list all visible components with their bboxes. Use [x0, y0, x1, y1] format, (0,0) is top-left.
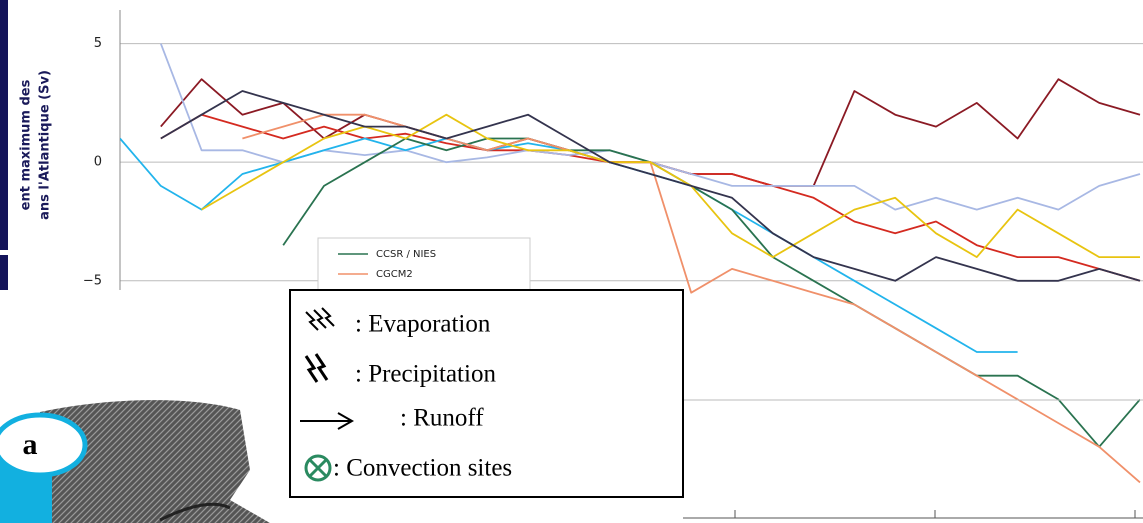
y-axis-label: ans l'Atlantique (Sv) [38, 70, 53, 220]
series-line [242, 113, 1141, 484]
legend-label: CGCM2 [376, 269, 413, 280]
process-label: : Precipitation [355, 361, 496, 388]
series-line [159, 43, 1141, 211]
process-label: : Runoff [400, 405, 484, 432]
series-line [160, 113, 1141, 282]
legend: CCSR / NIES CGCM2 [317, 237, 531, 294]
legend-label: CCSR / NIES [376, 249, 436, 260]
y-tick-label: 0 [94, 155, 102, 170]
side-bar [0, 0, 8, 250]
series-line [160, 90, 1141, 282]
plot [120, 43, 1141, 484]
side-bar [0, 255, 8, 290]
y-tick-label: 5 [94, 36, 102, 51]
y-axis-label: ent maximum des [19, 79, 34, 210]
map-fragment: a [0, 290, 290, 523]
series-line [160, 78, 1141, 187]
process-label: : Convection sites [333, 455, 512, 482]
series-line [282, 137, 1141, 448]
y-tick-label: −5 [83, 273, 102, 288]
series-line [201, 113, 1140, 258]
process-label: : Evaporation [355, 311, 491, 338]
map-label: a [23, 428, 38, 461]
process-legend: : Evaporation : Precipitation : Runoff :… [289, 289, 684, 498]
